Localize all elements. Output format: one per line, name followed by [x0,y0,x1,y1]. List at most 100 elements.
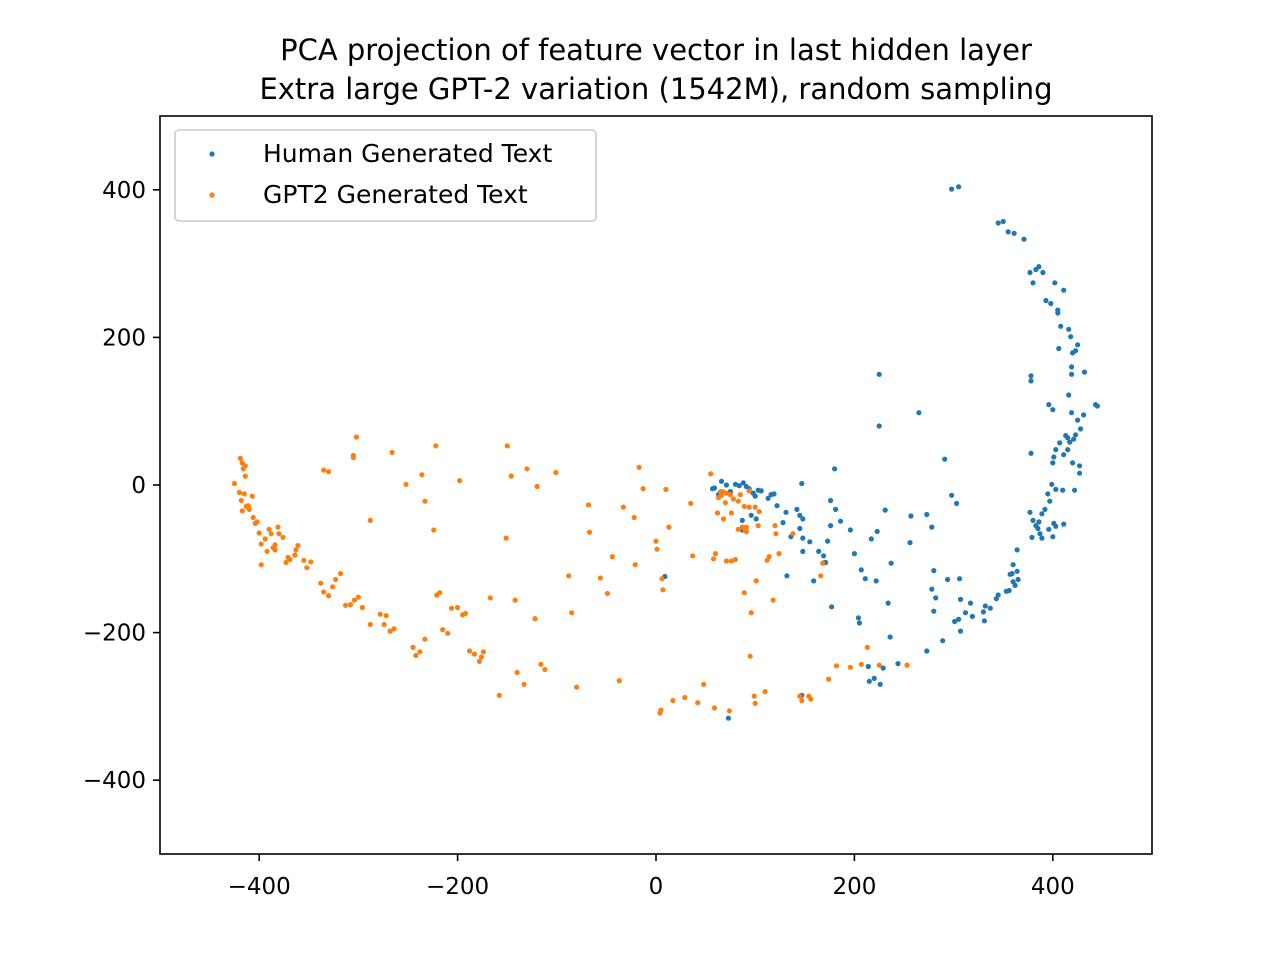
data-point-series-0-107 [877,681,883,687]
data-point-series-1-107 [708,471,714,477]
data-point-series-1-121 [727,492,734,498]
data-point-series-0-65 [1027,509,1033,515]
data-point-series-0-24 [1069,364,1075,370]
data-point-series-0-129 [907,540,913,546]
data-point-series-0-6 [1021,236,1027,242]
data-point-series-1-142 [753,578,759,584]
data-point-series-0-90 [981,618,988,624]
data-point-series-1-117 [722,500,729,506]
data-point-series-0-131 [882,507,888,513]
data-point-series-0-128 [931,568,937,574]
y-tick-label-4: 400 [102,178,146,204]
data-point-series-1-125 [732,556,739,563]
data-point-series-0-139 [828,523,834,529]
data-point-series-1-159 [826,676,832,682]
data-point-series-1-70 [496,692,502,698]
data-point-series-1-163 [864,644,870,651]
legend-label-gpt2: GPT2 Generated Text [263,180,528,209]
data-point-series-0-126 [929,524,935,530]
data-point-series-0-60 [1036,519,1042,525]
data-point-series-1-46 [359,604,365,611]
data-point-series-0-74 [1028,450,1034,456]
data-point-series-2-7 [433,443,439,449]
data-point-series-0-105 [887,634,893,640]
data-point-series-0-30 [1046,402,1052,408]
data-point-series-1-130 [741,590,747,596]
data-point-series-1-147 [766,554,772,560]
data-point-series-1-108 [710,556,717,562]
data-point-series-0-50 [1077,463,1083,469]
data-point-series-0-11 [1040,269,1046,276]
data-point-series-0-112 [856,620,863,626]
data-point-series-0-23 [1075,342,1081,348]
data-point-series-0-12 [1043,297,1049,304]
data-point-series-0-156 [750,490,756,496]
data-point-series-0-79 [1007,571,1013,577]
data-point-series-0-19 [1066,326,1072,332]
data-point-series-1-80 [569,610,575,616]
data-point-series-1-111 [711,705,718,711]
data-point-series-1-128 [737,492,743,498]
data-point-series-0-147 [797,512,803,518]
data-point-series-0-132 [868,536,874,542]
data-point-series-0-57 [1045,491,1051,497]
data-point-series-1-19 [266,526,272,532]
data-point-series-0-84 [1003,588,1009,594]
data-point-series-1-165 [904,662,910,668]
data-point-series-1-73 [514,669,520,676]
data-point-series-0-161 [732,481,739,487]
data-point-series-1-115 [719,489,726,495]
data-point-series-1-119 [723,558,730,564]
data-point-series-1-85 [604,590,611,597]
data-point-series-1-32 [293,547,299,553]
data-point-series-0-80 [1015,576,1021,583]
data-point-series-1-60 [449,605,455,611]
data-point-series-2-3 [389,449,395,456]
y-tick-label-2: 0 [131,473,146,499]
data-point-series-1-58 [440,627,446,633]
data-point-series-0-96 [952,618,958,625]
data-point-series-0-58 [1042,506,1048,512]
data-point-series-0-49 [1070,460,1076,466]
data-point-series-0-102 [931,608,937,614]
data-point-series-0-118 [888,560,894,566]
data-point-series-0-75 [1014,547,1020,553]
data-point-series-1-82 [585,502,592,508]
data-point-series-0-159 [740,480,746,486]
data-point-series-1-167 [245,503,251,509]
data-point-series-1-104 [690,553,696,559]
data-point-series-0-98 [957,576,963,582]
data-point-series-0-134 [847,527,854,533]
data-point-series-1-75 [532,616,538,622]
data-point-series-1-129 [739,524,745,530]
data-point-series-0-181 [725,715,732,721]
data-point-series-1-15 [256,530,262,536]
data-point-series-0-52 [1072,487,1078,493]
data-point-series-1-36 [308,559,314,565]
data-point-series-0-108 [871,675,877,682]
data-point-series-0-36 [1094,403,1100,409]
data-point-series-1-103 [688,500,694,506]
data-point-series-0-88 [982,603,988,609]
data-point-series-1-33 [295,542,301,549]
data-point-series-1-90 [632,562,638,568]
data-point-series-1-72 [512,597,518,603]
data-point-series-1-37 [318,580,324,586]
data-point-series-1-151 [776,551,782,557]
data-point-series-1-141 [752,700,758,707]
data-point-series-0-73 [1028,378,1034,384]
legend: Human Generated Text GPT2 Generated Text [174,129,597,222]
x-tick-label-0: −400 [228,874,291,900]
data-point-series-1-136 [746,488,752,494]
data-point-series-0-140 [825,538,831,544]
data-point-series-0-78 [1014,568,1020,574]
data-point-series-1-109 [712,551,719,557]
data-point-series-1-67 [478,654,484,660]
data-point-series-0-117 [885,600,891,606]
data-point-series-0-114 [862,576,868,582]
data-point-series-0-109 [895,661,901,667]
data-point-series-1-18 [262,536,268,542]
data-point-series-0-54 [1053,486,1059,492]
data-point-series-1-52 [410,644,416,651]
